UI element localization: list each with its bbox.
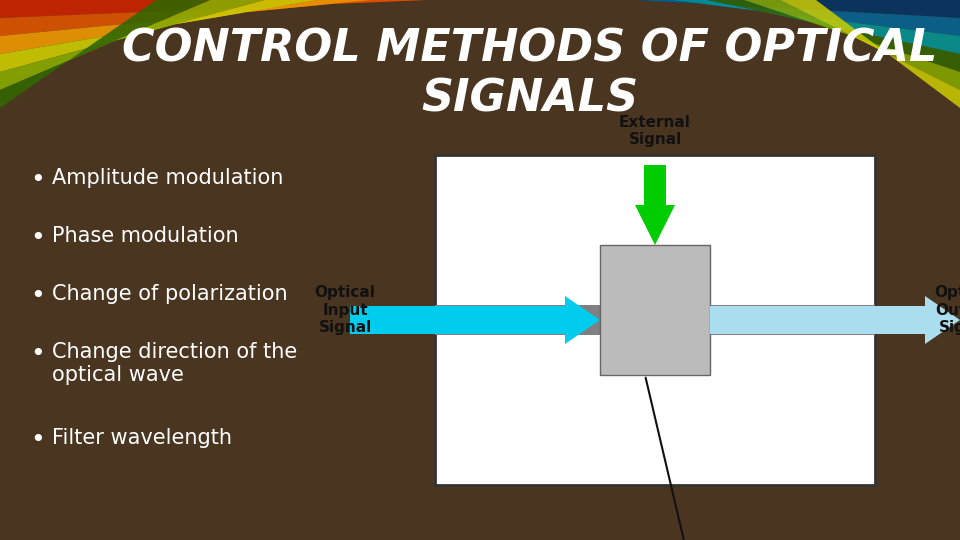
Text: •: • (30, 284, 45, 308)
Polygon shape (0, 0, 264, 90)
Text: Change direction of the
optical wave: Change direction of the optical wave (52, 342, 298, 385)
Text: Change of polarization: Change of polarization (52, 284, 288, 304)
Polygon shape (0, 0, 210, 108)
Text: •: • (30, 428, 45, 452)
Polygon shape (636, 0, 960, 36)
Text: Optical
Input
Signal: Optical Input Signal (315, 285, 375, 335)
Polygon shape (600, 0, 960, 18)
Text: Phase modulation: Phase modulation (52, 226, 239, 246)
Text: SIGNALS: SIGNALS (421, 78, 638, 121)
Polygon shape (0, 0, 426, 36)
FancyArrow shape (710, 296, 960, 344)
Text: •: • (30, 168, 45, 192)
Text: CONTROL METHODS OF OPTICAL: CONTROL METHODS OF OPTICAL (122, 28, 938, 71)
Polygon shape (780, 0, 960, 108)
Bar (435, 155, 875, 485)
Polygon shape (744, 0, 960, 90)
Polygon shape (0, 0, 318, 72)
Text: Optical
Output
Signal: Optical Output Signal (935, 285, 960, 335)
Text: •: • (30, 226, 45, 250)
Polygon shape (672, 0, 960, 54)
Polygon shape (0, 0, 372, 54)
Text: Filter wavelength: Filter wavelength (52, 428, 232, 448)
Text: Amplitude modulation: Amplitude modulation (52, 168, 283, 188)
Text: External
Signal: External Signal (619, 114, 691, 147)
Polygon shape (708, 0, 960, 72)
Polygon shape (0, 0, 480, 18)
Bar (600, 245, 710, 375)
FancyArrow shape (350, 296, 600, 344)
Text: •: • (30, 342, 45, 366)
FancyArrow shape (635, 165, 675, 245)
Bar (435, 305, 875, 335)
